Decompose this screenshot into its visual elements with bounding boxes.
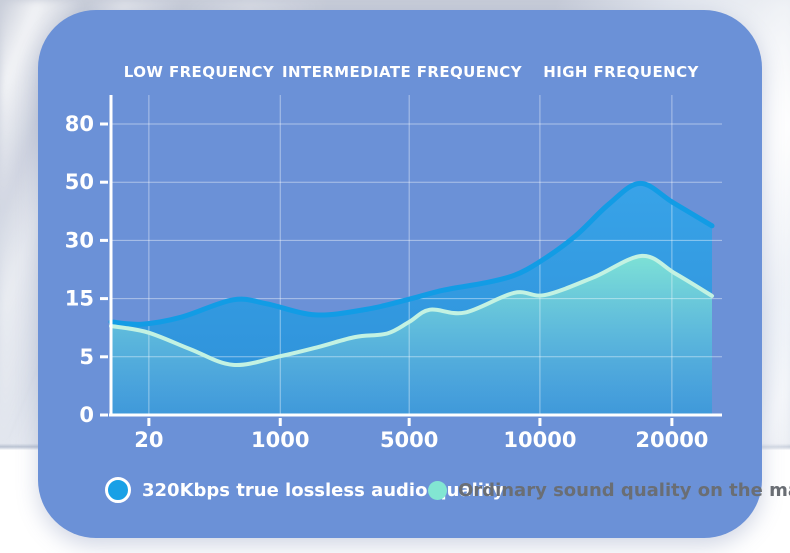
band-label-low-frequency: LOW FREQUENCY <box>123 63 275 81</box>
legend: 320Kbps true lossless audio quality Ordi… <box>0 474 790 506</box>
legend-swatch-blue-circle <box>105 477 131 503</box>
band-label-high-frequency: HIGH FREQUENCY <box>543 63 699 81</box>
legend-label-ordinary: Ordinary sound quality on the market <box>458 479 790 501</box>
legend-label-lossless: 320Kbps true lossless audio quality <box>142 479 505 501</box>
chart-panel <box>38 10 762 538</box>
legend-item-lossless: 320Kbps true lossless audio quality <box>105 474 504 506</box>
legend-item-ordinary: Ordinary sound quality on the market <box>428 474 790 506</box>
legend-swatch-teal-circle <box>428 480 447 500</box>
band-label-intermediate-frequency: INTERMEDIATE FREQUENCY <box>282 63 522 81</box>
